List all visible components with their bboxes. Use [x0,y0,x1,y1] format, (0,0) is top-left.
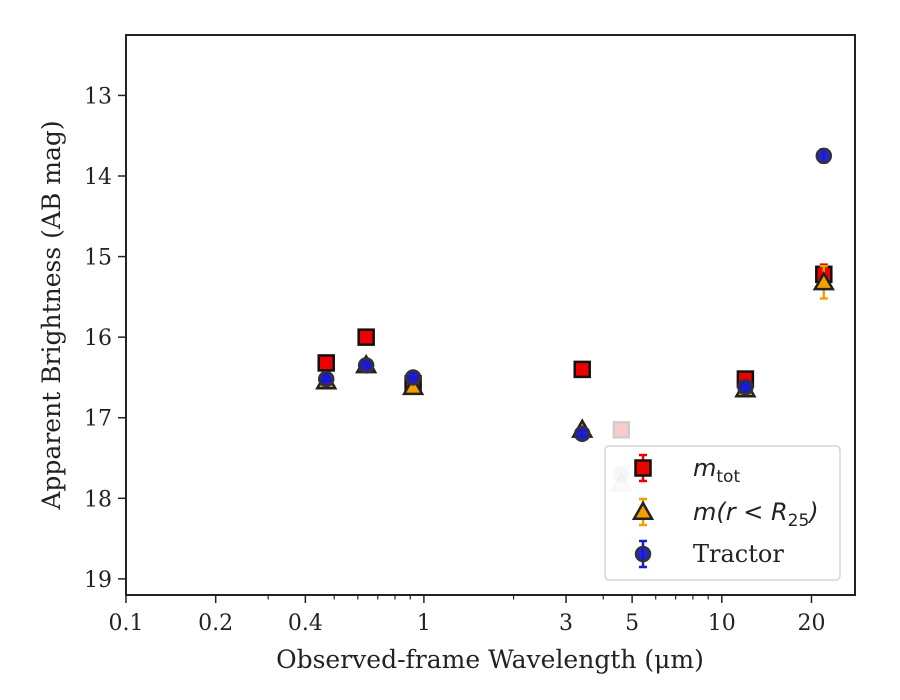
y-tick-label: 16 [84,326,112,351]
point-marker [573,425,591,443]
legend-label: m(r < R25) [693,498,819,531]
series-0 [317,263,833,439]
data-point [573,360,591,379]
x-tick-label: 10 [708,611,736,636]
x-axis-label: Observed-frame Wavelength (μm) [276,645,704,674]
y-tick-label: 18 [84,487,112,512]
x-tick-label: 1 [417,611,431,636]
x-tick-label: 5 [625,611,639,636]
point-marker [573,360,591,379]
legend-marker [634,545,652,563]
x-tick-label: 0.4 [288,611,323,636]
point-marker [737,378,754,396]
data-point [815,147,833,165]
y-tick-label: 14 [84,165,112,190]
legend-marker [631,500,655,520]
point-marker [401,375,425,396]
y-tick-label: 13 [84,84,112,109]
y-tick-label: 19 [84,568,112,593]
x-tick-label: 3 [559,611,573,636]
point-marker [812,270,835,291]
point-marker [612,421,631,439]
series-2 [317,147,833,483]
legend-marker [634,459,652,477]
data-point [812,265,835,300]
data-point [404,369,422,386]
point-marker [317,354,335,372]
y-axis-label: Apparent Brightness (AB mag) [37,120,66,510]
legend: mtot m(r < R25) Tractor [604,445,841,581]
data-point [573,425,591,443]
x-tick-label: 20 [797,611,825,636]
data-point [317,354,335,372]
plot-frame [125,34,856,596]
y-tick-label: 15 [84,246,112,271]
y-tick-label: 17 [84,407,112,432]
legend-label: Tractor [693,540,784,568]
data-point [737,378,754,396]
data-point [357,357,375,374]
x-tick-label: 0.2 [198,611,233,636]
data-point [317,370,335,388]
point-marker [317,370,335,388]
point-marker [404,369,422,386]
data-point [612,421,631,439]
x-tick-label: 0.1 [109,611,144,636]
point-marker [815,147,833,165]
point-marker [357,357,375,374]
point-marker [357,328,375,346]
legend-label: mtot [693,454,740,487]
data-marks [315,147,835,492]
data-point [357,328,375,346]
legend-box [604,445,841,581]
